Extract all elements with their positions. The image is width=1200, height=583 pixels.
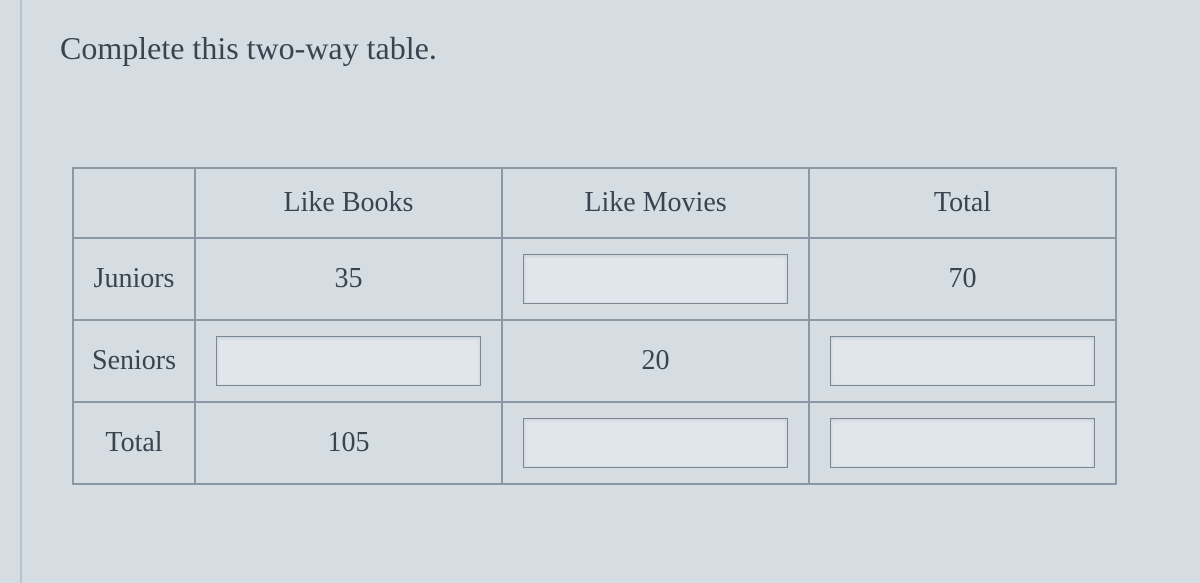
header-like-movies: Like Movies (502, 168, 809, 238)
row-seniors: Seniors 20 (73, 320, 1116, 402)
row-total: Total 105 (73, 402, 1116, 484)
input-total-total[interactable] (830, 418, 1094, 468)
cell-seniors-total (809, 320, 1116, 402)
two-way-table: Like Books Like Movies Total Juniors 35 … (72, 167, 1117, 485)
table-header-row: Like Books Like Movies Total (73, 168, 1116, 238)
cell-juniors-movies (502, 238, 809, 320)
cell-total-books: 105 (195, 402, 502, 484)
table-wrapper: Like Books Like Movies Total Juniors 35 … (72, 167, 1182, 485)
header-like-books: Like Books (195, 168, 502, 238)
cell-total-total (809, 402, 1116, 484)
input-total-movies[interactable] (523, 418, 787, 468)
header-total: Total (809, 168, 1116, 238)
page-container: Complete this two-way table. Like Books … (20, 0, 1182, 583)
row-juniors: Juniors 35 70 (73, 238, 1116, 320)
cell-juniors-total: 70 (809, 238, 1116, 320)
cell-juniors-books: 35 (195, 238, 502, 320)
label-seniors: Seniors (73, 320, 195, 402)
label-juniors: Juniors (73, 238, 195, 320)
input-juniors-movies[interactable] (523, 254, 787, 304)
input-seniors-total[interactable] (830, 336, 1094, 386)
instruction-text: Complete this two-way table. (22, 0, 1182, 67)
header-blank (73, 168, 195, 238)
label-total: Total (73, 402, 195, 484)
cell-seniors-movies: 20 (502, 320, 809, 402)
cell-total-movies (502, 402, 809, 484)
input-seniors-books[interactable] (216, 336, 480, 386)
cell-seniors-books (195, 320, 502, 402)
